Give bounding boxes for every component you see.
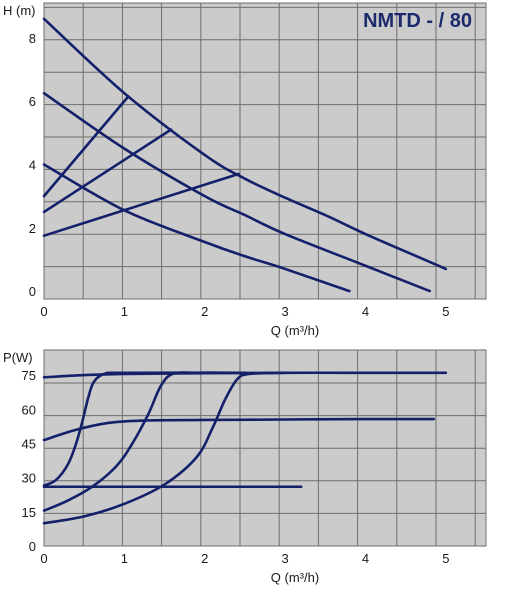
y-axis-label: P(W) [3,350,33,365]
x-tick-label: 0 [40,304,47,319]
curve-series-4 [42,95,130,198]
x-axis-label: Q (m³/h) [271,570,319,585]
y-tick-label: 0 [29,284,36,299]
y-axis-label: H (m) [3,3,36,18]
y-tick-label: 6 [29,94,36,109]
y-tick-label: 2 [29,221,36,236]
x-tick-label: 3 [281,304,288,319]
y-tick-label: 60 [22,402,36,417]
plot-frame [43,349,487,547]
x-tick-label: 3 [281,551,288,566]
curve-series-6 [42,172,240,237]
x-tick-label: 2 [201,551,208,566]
curve-series-5 [42,128,173,214]
y-tick-label: 15 [22,505,36,520]
curve-series-1 [42,17,448,271]
curve-series-4 [42,371,247,487]
x-tick-label: 1 [121,551,128,566]
curve-series-6 [42,371,287,525]
y-tick-label: 0 [29,539,36,554]
x-tick-label: 4 [362,551,369,566]
curve-series-5 [42,371,247,512]
plot-frame [43,2,487,300]
chart-title: NMTD - / 80 [363,10,472,32]
y-tick-label: 8 [29,31,36,46]
x-axis-label: Q (m³/h) [271,323,319,338]
curve-series-2 [42,91,432,293]
y-tick-label: 45 [22,436,36,451]
plot-area [44,3,486,299]
y-tick-label: 4 [29,157,36,172]
x-tick-label: 0 [40,551,47,566]
curve-series-3 [42,163,351,293]
chart-1: 0 1 2 3 4 5 0 2 4 6 8 H (m) Q (m³/h) NMTD - / 80 [3,2,487,338]
x-tick-label: 5 [442,551,449,566]
y-tick-label: 30 [22,471,36,486]
x-tick-label: 4 [362,304,369,319]
x-tick-label: 2 [201,304,208,319]
y-tick-label: 75 [22,368,36,383]
x-tick-label: 1 [121,304,128,319]
x-tick-label: 5 [442,304,449,319]
